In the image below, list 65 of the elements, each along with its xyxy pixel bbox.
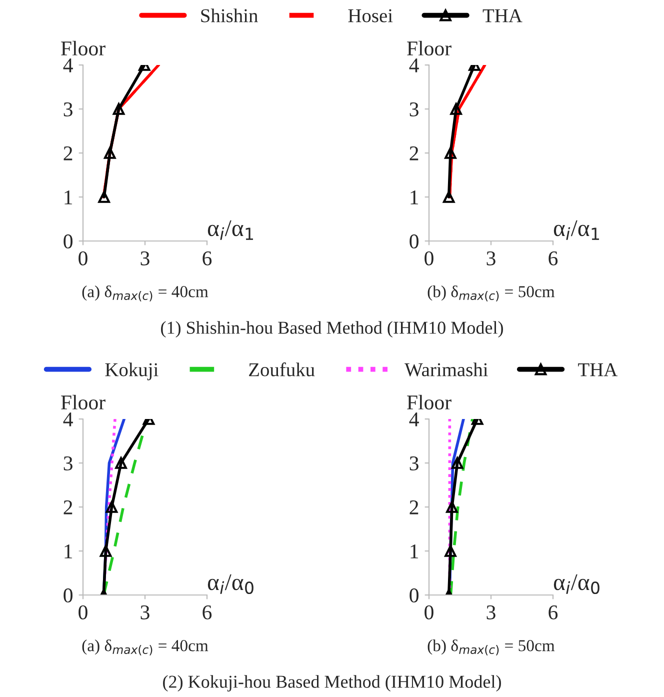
y-tick-label: 2	[410, 146, 418, 160]
x-tick-label: 3	[486, 605, 496, 620]
y-tick-label: 1	[410, 544, 418, 558]
point	[100, 545, 112, 557]
y-tick-label: 2	[64, 146, 72, 160]
x-tick-label: 3	[486, 251, 496, 266]
y-tick-label: 1	[64, 544, 72, 558]
point	[442, 191, 455, 203]
legend-label: Hosei	[348, 9, 393, 22]
point	[450, 103, 462, 115]
x-tick-label: 0	[78, 251, 88, 266]
point	[444, 147, 456, 159]
legend-label: Zoufuku	[249, 362, 315, 376]
y-tick-label: 2	[410, 500, 418, 514]
point	[106, 501, 118, 513]
y-tick-label: 1	[64, 190, 72, 204]
y-tick-label: 4	[409, 412, 419, 426]
x-tick-label: 0	[424, 251, 434, 266]
text: (a) δ$_{max(c)}$ = 40cm	[82, 285, 208, 302]
point	[98, 191, 110, 203]
x-tick-label: 6	[202, 251, 212, 266]
y-axis-title: Floor	[61, 394, 106, 410]
y-axis-title: Floor	[407, 394, 452, 410]
y-tick-label: 0	[64, 588, 72, 602]
y-axis-title: Floor	[407, 40, 452, 56]
text: (1) Shishin-hou Based Method (IHM10 Model)	[161, 321, 503, 338]
point	[112, 103, 125, 115]
legend-label: Kokuji	[105, 362, 158, 380]
point	[451, 457, 464, 469]
y-tick-label: 0	[64, 234, 72, 248]
x-axis-title: α$_{i}$/α$_{1}$	[554, 220, 599, 240]
text: (2) Kokuji-hou Based Method (IHM10 Model)	[163, 675, 501, 692]
y-tick-label: 3	[64, 456, 72, 470]
x-tick-label: 0	[424, 605, 434, 620]
legend-label: Shishin	[201, 8, 258, 22]
y-tick-label: 4	[63, 412, 73, 426]
x-tick-label: 0	[78, 605, 88, 620]
point	[115, 457, 127, 469]
x-tick-label: 6	[548, 251, 558, 266]
y-tick-label: 0	[410, 588, 418, 602]
x-axis-title: α$_{i}$/α$_{0}$	[208, 574, 254, 594]
legend-label: THA	[578, 363, 618, 376]
x-tick-label: 6	[548, 605, 558, 620]
y-tick-label: 4	[409, 58, 419, 72]
y-tick-label: 3	[410, 102, 418, 116]
point	[446, 501, 458, 513]
x-axis-title: α$_{i}$/α$_{1}$	[208, 220, 253, 240]
text: (a) δ$_{max(c)}$ = 40cm	[82, 639, 208, 656]
y-tick-label: 3	[410, 456, 418, 470]
y-tick-label: 1	[410, 190, 418, 204]
legend-label: Warimashi	[404, 362, 488, 376]
y-tick-label: 3	[64, 102, 72, 116]
point	[444, 545, 456, 557]
y-tick-label: 0	[410, 234, 418, 248]
x-tick-label: 6	[202, 605, 212, 620]
x-axis-title: α$_{i}$/α$_{0}$	[554, 574, 600, 594]
y-tick-label: 4	[63, 58, 73, 72]
y-tick-label: 2	[64, 500, 72, 514]
point	[104, 147, 116, 159]
text: (b) δ$_{max(c)}$ = 50cm	[428, 639, 555, 656]
x-tick-label: 3	[140, 251, 150, 266]
x-tick-label: 3	[140, 605, 150, 620]
text: (b) δ$_{max(c)}$ = 50cm	[428, 285, 555, 302]
legend-label: THA	[482, 9, 522, 22]
y-axis-title: Floor	[61, 40, 106, 56]
